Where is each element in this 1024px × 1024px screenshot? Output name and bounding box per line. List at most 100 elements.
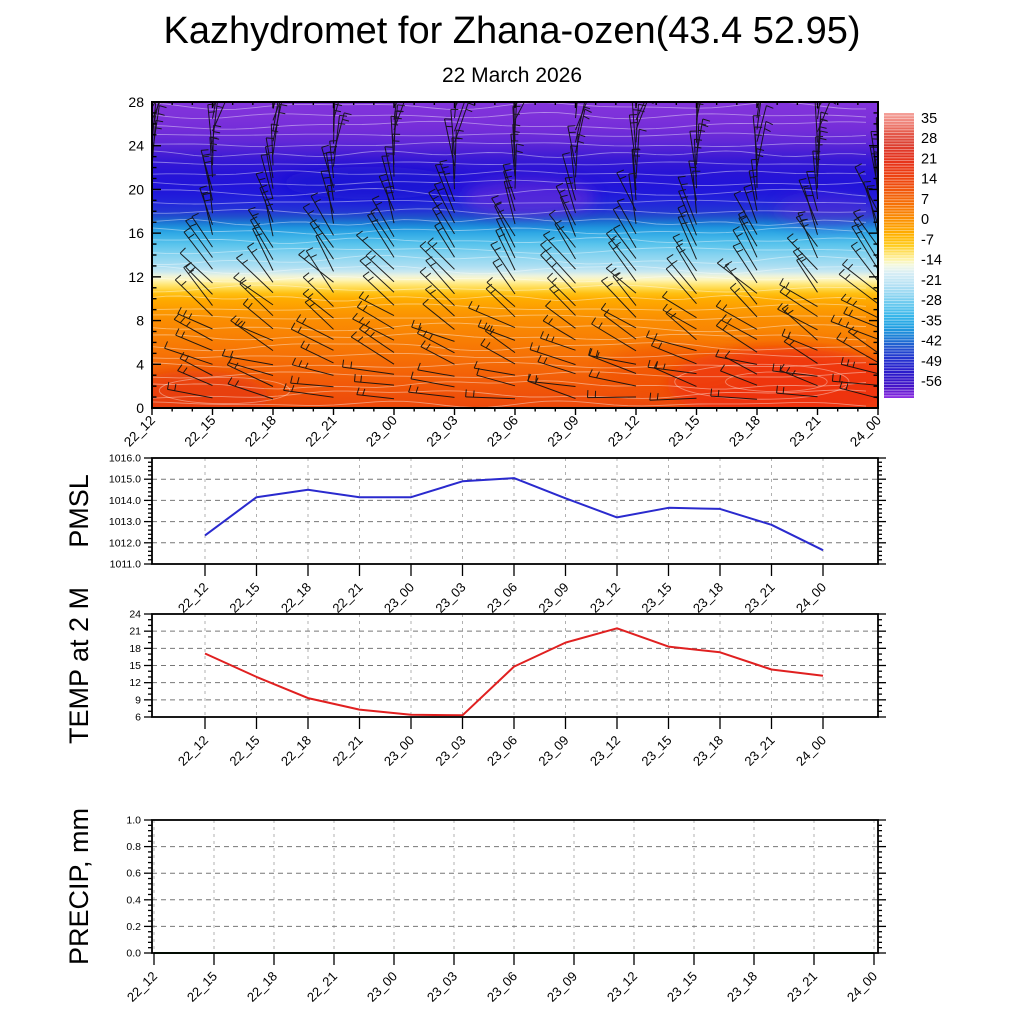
temp-2m-y-labels: 6 9 12 15 18 21 24 [129,609,141,724]
colorbar-labels: 35 28 21 14 7 0 -7 -14 -21 -28 -35 -42 -49 -56 [921,111,942,390]
profile-y-labels: 0 4 8 12 16 20 24 28 [128,94,144,416]
svg-text:9: 9 [135,694,141,706]
svg-text:-35: -35 [921,313,942,329]
precip-axis-title: PRECIP, mm [64,808,94,965]
svg-text:0: 0 [921,212,929,228]
profile-x-labels: 22_12 22_15 22_18 22_21 23_00 23_03 23_06 23_09… [121,413,884,450]
svg-text:7: 7 [921,192,929,208]
svg-text:24_00: 24_00 [847,413,884,450]
svg-text:23_21: 23_21 [784,969,820,1005]
svg-text:1015.0: 1015.0 [109,474,141,486]
svg-text:24: 24 [128,138,144,154]
svg-text:23_12: 23_12 [587,580,623,616]
svg-text:22_15: 22_15 [226,580,262,616]
svg-text:22_21: 22_21 [329,733,365,769]
svg-text:23_00: 23_00 [381,580,417,616]
svg-text:8: 8 [136,313,144,329]
svg-text:22_21: 22_21 [302,413,339,450]
svg-text:-7: -7 [921,232,934,248]
svg-text:24_00: 24_00 [793,580,829,616]
svg-text:23_06: 23_06 [484,969,520,1005]
svg-text:1.0: 1.0 [126,815,141,827]
svg-text:22_18: 22_18 [242,413,279,450]
svg-text:23_03: 23_03 [432,733,468,769]
svg-text:22_18: 22_18 [244,969,280,1005]
precip-panel: 0.0 0.2 0.4 0.6 0.8 1.0 22_12 22_15 22_18 22_21 23… [64,808,886,1005]
svg-text:0.4: 0.4 [126,894,141,906]
svg-text:23_06: 23_06 [484,733,520,769]
svg-text:-14: -14 [921,253,942,269]
svg-text:24_00: 24_00 [844,969,880,1005]
svg-text:4: 4 [136,356,144,372]
svg-text:0.2: 0.2 [126,921,141,933]
svg-text:22_21: 22_21 [329,580,365,616]
svg-text:23_12: 23_12 [587,733,623,769]
precip-ticks [144,819,886,965]
svg-text:35: 35 [921,111,937,127]
svg-text:23_15: 23_15 [664,969,700,1005]
svg-text:23_00: 23_00 [363,413,400,450]
svg-text:23_18: 23_18 [726,413,763,450]
svg-text:14: 14 [921,172,937,188]
svg-text:-21: -21 [921,273,942,289]
svg-text:23_09: 23_09 [535,733,571,769]
profile-panel: 0 4 8 12 16 20 24 28 22_12 22_15 22_18 22_21 23_00 23… [121,94,884,450]
svg-text:23_09: 23_09 [544,969,580,1005]
svg-text:0.8: 0.8 [126,841,141,853]
svg-text:22_12: 22_12 [175,733,211,769]
svg-text:0.0: 0.0 [126,948,141,960]
pmsl-y-labels: 1011.0 1012.0 1013.0 1014.0 1015.0 1016.0 [109,453,141,571]
svg-text:23_21: 23_21 [741,580,777,616]
svg-text:23_03: 23_03 [424,969,460,1005]
svg-text:-49: -49 [921,354,942,370]
svg-text:23_09: 23_09 [544,413,581,450]
svg-text:24_00: 24_00 [793,733,829,769]
svg-text:22_15: 22_15 [181,413,218,450]
svg-text:15: 15 [129,660,141,672]
svg-text:23_12: 23_12 [605,413,642,450]
svg-text:21: 21 [921,152,937,168]
precip-y-labels: 0.0 0.2 0.4 0.6 0.8 1.0 [126,815,141,960]
svg-text:22_18: 22_18 [278,733,314,769]
pmsl-line [204,477,824,552]
page-title: Kazhydromet for Zhana-ozen(43.4 52.95) [163,10,861,52]
temp-2m-x-labels: 22_12 22_15 22_18 22_21 23_00 23_03 23_06 23_09… [175,733,829,769]
svg-text:6: 6 [135,712,141,724]
svg-text:22_15: 22_15 [184,969,220,1005]
svg-text:23_15: 23_15 [665,413,702,450]
svg-text:23_18: 23_18 [690,580,726,616]
svg-text:1016.0: 1016.0 [109,453,141,465]
page-subtitle: 22 March 2026 [441,64,583,87]
svg-text:22_21: 22_21 [304,969,340,1005]
svg-text:23_21: 23_21 [741,733,777,769]
svg-text:24: 24 [129,609,141,621]
temp-2m-axis-title: TEMP at 2 M [64,587,94,744]
svg-text:12: 12 [128,269,144,285]
svg-text:23_21: 23_21 [786,413,823,450]
profile-ticks [151,101,879,415]
svg-text:23_00: 23_00 [364,969,400,1005]
pmsl-axis-title: PMSL [64,474,94,548]
svg-text:23_15: 23_15 [638,733,674,769]
svg-text:23_03: 23_03 [432,580,468,616]
svg-text:-28: -28 [921,293,942,309]
pmsl-frame [151,457,879,565]
svg-text:1014.0: 1014.0 [109,495,141,507]
pmsl-x-labels: 22_12 22_15 22_18 22_21 23_00 23_03 23_06 23_09… [175,580,829,616]
svg-text:22_18: 22_18 [278,580,314,616]
svg-text:-42: -42 [921,334,942,350]
precip-frame [151,819,879,954]
pmsl-ticks [144,457,886,576]
svg-text:-56: -56 [921,374,942,390]
pmsl-panel: 1011.0 1012.0 1013.0 1014.0 1015.0 1016.0 22_1… [64,453,886,616]
svg-text:0: 0 [136,400,144,416]
svg-text:23_03: 23_03 [423,413,460,450]
svg-text:22_12: 22_12 [121,413,158,450]
svg-text:21: 21 [129,626,141,638]
svg-text:22_12: 22_12 [175,580,211,616]
svg-text:28: 28 [921,131,937,147]
svg-text:1012.0: 1012.0 [109,537,141,549]
wind-barbs [152,102,878,401]
